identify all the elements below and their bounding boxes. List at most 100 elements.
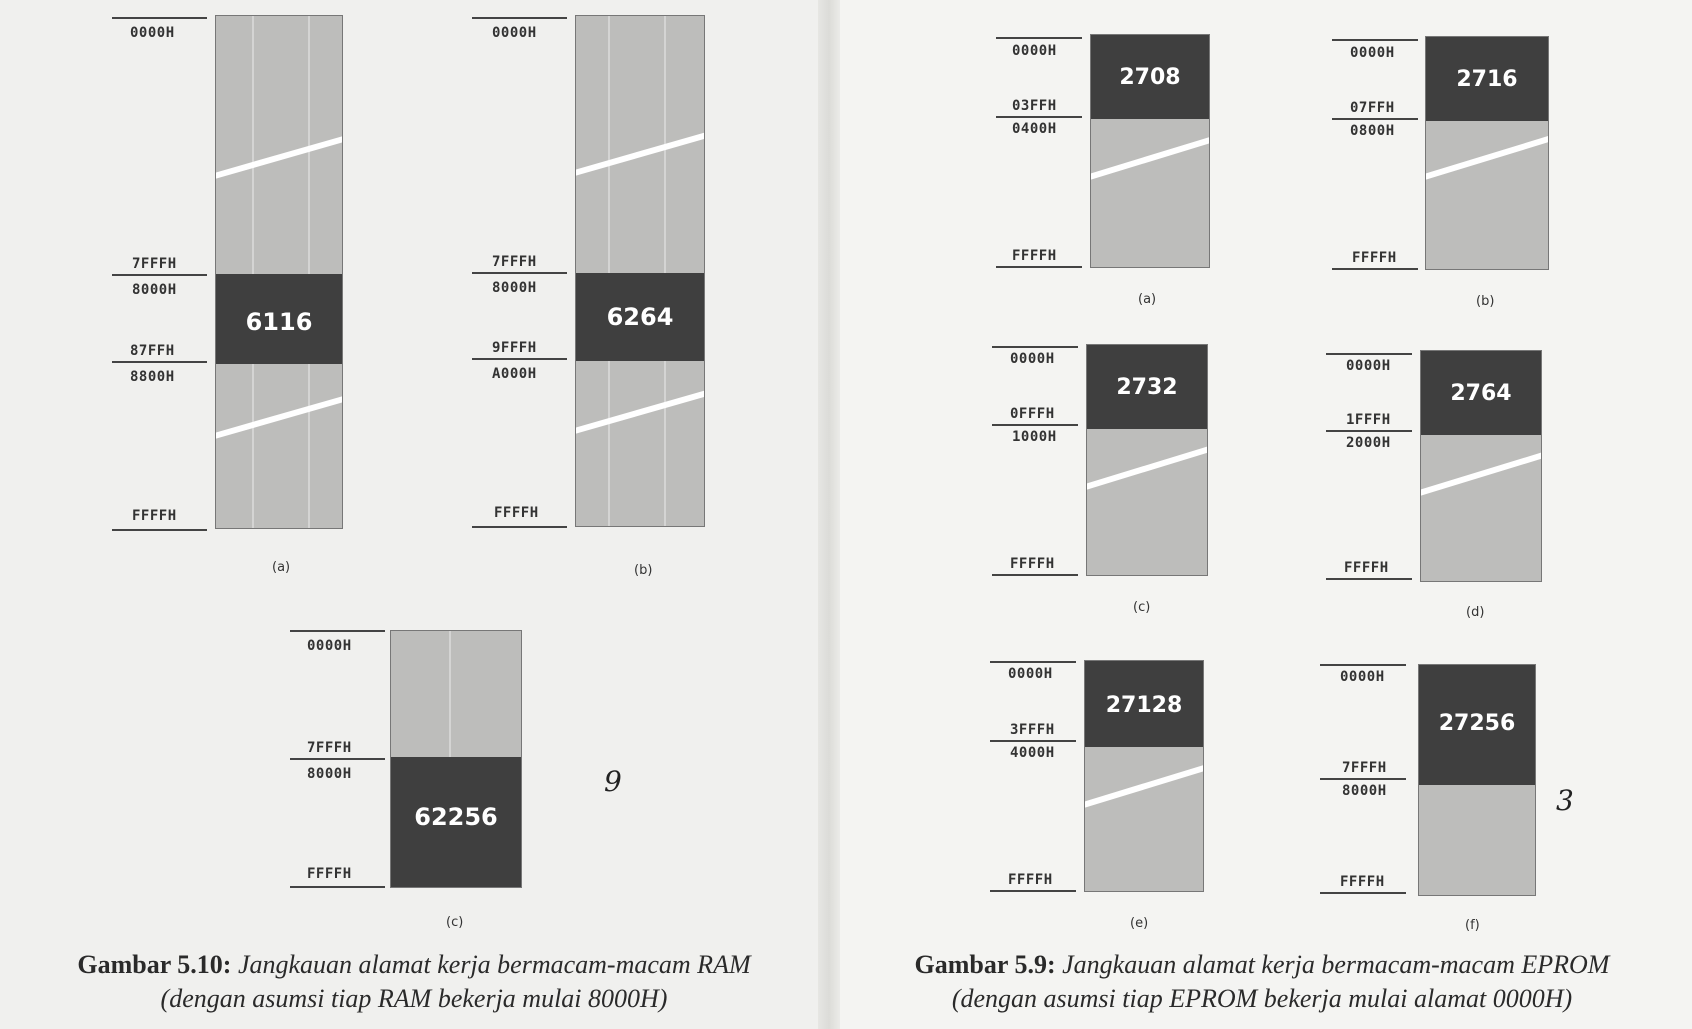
sub-label: (d) [1466, 605, 1485, 620]
caption-number: Gambar 5.9: [914, 950, 1056, 979]
break-mark [576, 387, 704, 435]
addr-line [112, 274, 207, 276]
addr-line [996, 266, 1082, 268]
chip-label: 27128 [1105, 693, 1183, 718]
addr-label: 7FFFH [1342, 760, 1387, 776]
addr-label: 1FFFH [1346, 412, 1391, 428]
sub-label: (c) [446, 915, 464, 930]
break-mark [1087, 443, 1207, 491]
addr-line [1332, 268, 1418, 270]
chip-block: 6116 [216, 274, 342, 364]
sub-label: (e) [1130, 916, 1149, 931]
break-mark [1091, 134, 1209, 181]
addr-line [992, 574, 1078, 576]
addr-line [990, 740, 1076, 742]
addr-label: FFFFH [1012, 248, 1057, 264]
addr-label: FFFFH [1008, 872, 1053, 888]
sub-label: (f) [1465, 918, 1480, 933]
addr-line [472, 17, 567, 19]
chip-label: 2708 [1119, 65, 1181, 90]
addr-label: 87FFH [130, 343, 175, 359]
addr-line [112, 17, 207, 19]
addr-line [1326, 430, 1412, 432]
addr-label: 0000H [1010, 351, 1055, 367]
addr-line [1320, 778, 1406, 780]
addr-label: 8000H [307, 766, 352, 782]
addr-label: 0800H [1350, 123, 1395, 139]
addr-label: A000H [492, 366, 537, 382]
addr-label: FFFFH [307, 866, 352, 882]
break-mark [1426, 133, 1548, 181]
addr-label: FFFFH [494, 505, 539, 521]
addr-label: FFFFH [132, 508, 177, 524]
addr-line [990, 890, 1076, 892]
addr-label: 4000H [1010, 745, 1055, 761]
addr-label: 7FFFH [307, 740, 352, 756]
addr-line [472, 358, 567, 360]
addr-line [290, 758, 385, 760]
addr-line [1332, 39, 1418, 41]
addr-label: 0000H [1008, 666, 1053, 682]
memory-column: 2716 [1425, 36, 1549, 270]
addr-label: 0000H [307, 638, 352, 654]
memory-column: 6264 [575, 15, 705, 527]
addr-line [992, 424, 1078, 426]
addr-label: 07FFH [1350, 100, 1395, 116]
memory-column: 2764 [1420, 350, 1542, 582]
break-mark [1421, 449, 1541, 497]
addr-label: FFFFH [1340, 874, 1385, 890]
chip-block: 2764 [1421, 351, 1541, 435]
addr-label: 3FFFH [1010, 722, 1055, 738]
sub-label: (b) [1476, 294, 1495, 309]
caption-number: Gambar 5.10: [77, 950, 232, 979]
addr-label: 2000H [1346, 435, 1391, 451]
chip-label: 2764 [1450, 381, 1512, 406]
addr-line [112, 529, 207, 531]
addr-label: FFFFH [1010, 556, 1055, 572]
chip-block: 62256 [391, 757, 521, 887]
chip-block: 2732 [1087, 345, 1207, 429]
caption-line2: (dengan asumsi tiap EPROM bekerja mulai … [951, 984, 1573, 1013]
addr-label: 0400H [1012, 121, 1057, 137]
addr-line [1320, 892, 1406, 894]
memory-column: 62256 [390, 630, 522, 888]
addr-line [996, 37, 1082, 39]
chip-label: 2732 [1116, 375, 1178, 400]
addr-line [112, 361, 207, 363]
sub-label: (a) [272, 560, 291, 575]
memory-column: 2708 [1090, 34, 1210, 268]
addr-label: 03FFH [1012, 98, 1057, 114]
addr-label: 0000H [130, 25, 175, 41]
break-mark [216, 392, 342, 440]
chip-block: 6264 [576, 273, 704, 361]
addr-label: 8800H [130, 369, 175, 385]
chip-label: 2716 [1456, 67, 1518, 92]
caption-line1: Jangkauan alamat kerja bermacam-macam EP… [1062, 950, 1610, 979]
addr-label: 7FFFH [492, 254, 537, 270]
addr-label: 0000H [1012, 43, 1057, 59]
addr-label: 1000H [1012, 429, 1057, 445]
book-gutter [818, 0, 840, 1029]
memory-column: 27128 [1084, 660, 1204, 892]
handwritten-mark: 3 [1556, 784, 1574, 817]
addr-line [472, 526, 567, 528]
addr-label: 0000H [1340, 669, 1385, 685]
ram-figure-caption: Gambar 5.10: Jangkauan alamat kerja berm… [10, 948, 818, 1016]
sub-label: (b) [634, 563, 653, 578]
addr-line [1326, 578, 1412, 580]
break-mark [576, 129, 704, 177]
addr-label: 0000H [492, 25, 537, 41]
chip-label: 6116 [245, 308, 313, 336]
sub-label: (a) [1138, 292, 1157, 307]
caption-line1: Jangkauan alamat kerja bermacam-macam RA… [237, 950, 751, 979]
chip-label: 6264 [606, 303, 674, 331]
addr-label: 8000H [492, 280, 537, 296]
addr-line [1332, 118, 1418, 120]
addr-line [1320, 664, 1406, 666]
addr-label: 0000H [1350, 45, 1395, 61]
addr-line [990, 661, 1076, 663]
chip-block: 27256 [1419, 665, 1535, 785]
chip-block: 2716 [1426, 37, 1548, 121]
addr-line [1326, 353, 1412, 355]
chip-label: 27256 [1438, 711, 1516, 736]
